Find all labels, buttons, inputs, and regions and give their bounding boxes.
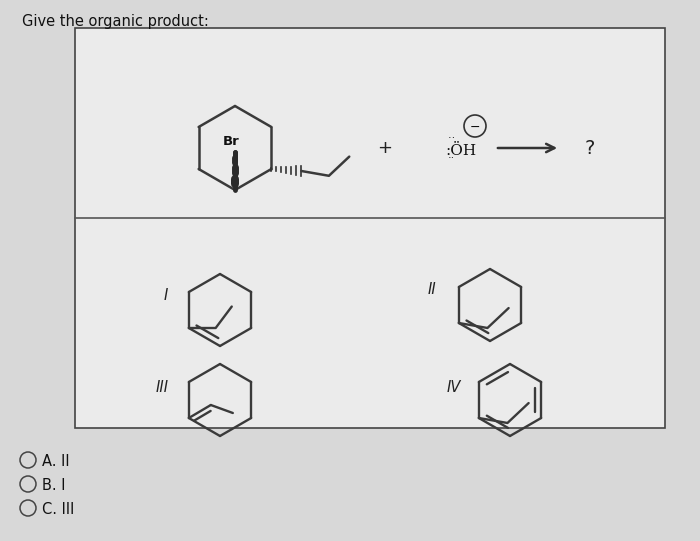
Text: Br: Br	[223, 135, 239, 148]
Text: ?: ?	[584, 138, 595, 157]
Text: −: −	[470, 121, 480, 134]
Text: :ÖH: :ÖH	[445, 144, 476, 158]
Text: Give the organic product:: Give the organic product:	[22, 14, 209, 29]
Text: III: III	[155, 380, 169, 395]
Text: I: I	[164, 287, 168, 302]
Text: A. II: A. II	[42, 453, 69, 469]
Text: ··: ··	[448, 133, 458, 143]
Text: IV: IV	[447, 380, 461, 395]
Text: ··: ··	[448, 153, 455, 163]
Text: +: +	[377, 139, 393, 157]
Text: C. III: C. III	[42, 502, 74, 517]
Text: II: II	[428, 282, 436, 298]
Text: B. I: B. I	[42, 478, 66, 492]
Bar	[75, 28, 665, 428]
